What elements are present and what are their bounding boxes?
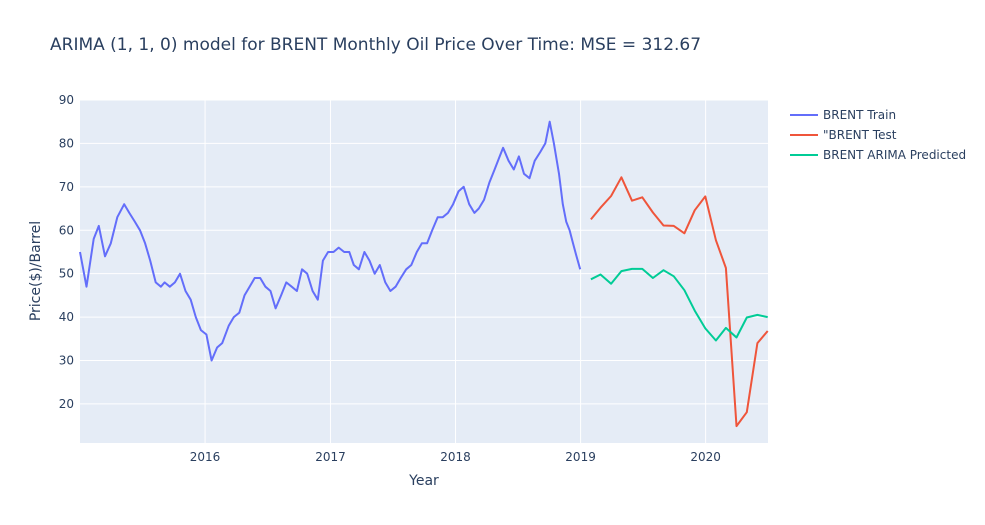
y-tick-label: 60: [59, 223, 74, 237]
series-line-0: [79, 120, 582, 362]
y-tick-label: 30: [59, 354, 74, 368]
x-tick-label: 2017: [315, 450, 346, 464]
series-line-2: [590, 267, 768, 342]
legend-label[interactable]: BRENT Train: [823, 108, 896, 122]
y-tick-label: 90: [59, 93, 74, 107]
x-tick-label: 2016: [190, 450, 221, 464]
y-tick-label: 80: [59, 136, 74, 150]
gridlines: [80, 99, 768, 443]
series-line-1: [590, 176, 769, 428]
x-tick-label: 2018: [440, 450, 471, 464]
legend[interactable]: BRENT Train "BRENT Test BRENT ARIMA Predic…: [790, 108, 966, 162]
x-tick-label: 2020: [690, 450, 721, 464]
tick-labels: 20 30 40 50 60 70 80 90 2016 2017 2018 2019 2020: [59, 93, 721, 464]
chart-title: ARIMA (1, 1, 0) model for BRENT Monthly …: [50, 35, 701, 55]
legend-label[interactable]: BRENT ARIMA Predicted: [823, 148, 966, 162]
x-tick-label: 2019: [565, 450, 596, 464]
y-tick-label: 70: [59, 180, 74, 194]
y-tick-label: 20: [59, 397, 74, 411]
y-axis-title: Price($)/Barrel: [28, 221, 44, 321]
series-layer: [79, 120, 769, 428]
x-axis-title: Year: [408, 473, 439, 489]
y-tick-label: 50: [59, 267, 74, 281]
legend-label[interactable]: "BRENT Test: [823, 128, 897, 142]
plot-background: [80, 100, 768, 443]
y-tick-label: 40: [59, 310, 74, 324]
